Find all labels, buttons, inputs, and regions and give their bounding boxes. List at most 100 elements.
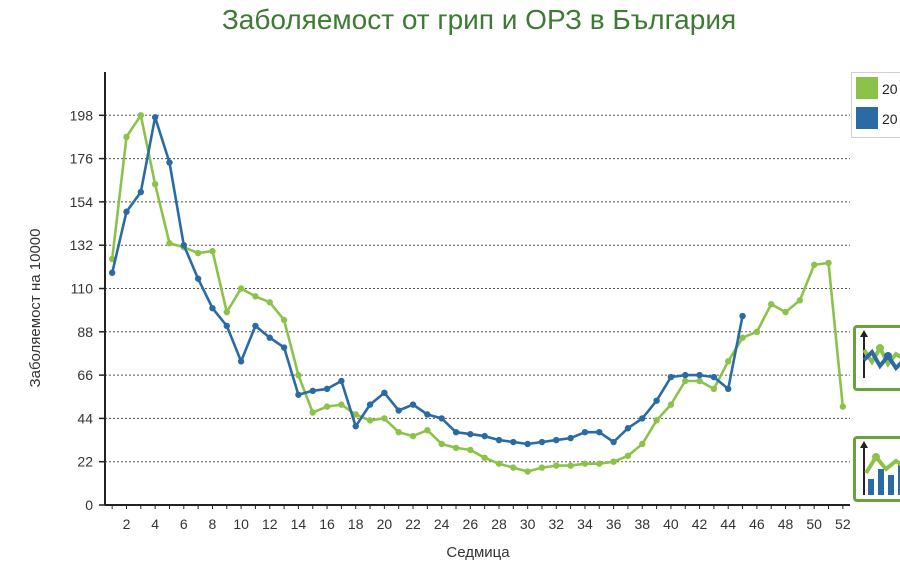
legend: 20 20: [851, 72, 900, 138]
series-1: [108, 112, 847, 475]
y-tick-label: 44: [77, 410, 93, 426]
data-point: [180, 242, 187, 249]
x-tick-label: 8: [209, 516, 217, 532]
data-point: [739, 312, 746, 320]
data-point: [409, 401, 417, 408]
data-point: [151, 180, 159, 188]
data-point: [768, 301, 775, 308]
data-point: [280, 344, 288, 351]
x-tick-label: 48: [778, 516, 794, 532]
data-point: [481, 454, 488, 461]
x-tick-label: 32: [549, 516, 565, 532]
x-tick-label: 30: [520, 516, 536, 532]
data-point: [381, 389, 388, 397]
data-point: [237, 285, 245, 292]
data-point: [352, 411, 359, 418]
data-point: [352, 423, 359, 430]
data-point: [710, 385, 718, 393]
data-point: [137, 112, 145, 119]
data-point: [123, 133, 130, 141]
x-tick-label: 26: [463, 516, 479, 532]
data-point: [782, 308, 789, 316]
bar-line-chart-button[interactable]: [853, 436, 900, 502]
data-point: [108, 269, 116, 276]
x-tick-label: 6: [180, 516, 188, 532]
data-point: [123, 208, 130, 215]
data-point: [725, 385, 732, 393]
chart-title: Заболяемост от грип и ОРЗ в България: [221, 4, 737, 35]
data-point: [424, 427, 431, 434]
data-point: [295, 391, 302, 398]
data-point: [553, 436, 560, 444]
data-point: [151, 114, 159, 121]
x-tick-label: 22: [405, 516, 421, 532]
data-point: [409, 432, 417, 440]
x-tick-label: 16: [319, 516, 335, 532]
data-point: [338, 377, 345, 385]
y-tick-labels: 0 22 44 66 88 110 132 154 176 198: [70, 107, 94, 513]
data-point: [796, 297, 804, 304]
data-point: [624, 452, 632, 459]
data-point: [667, 401, 675, 408]
data-point: [553, 462, 560, 469]
data-point: [452, 428, 460, 436]
data-point: [524, 468, 531, 475]
series-line: [110, 114, 845, 473]
y-tick-label: 198: [70, 107, 94, 123]
x-tick-label: 50: [806, 516, 822, 532]
x-tick-label: 34: [577, 516, 593, 532]
data-point: [223, 322, 230, 330]
y-tick-label: 132: [70, 237, 94, 253]
data-point: [166, 159, 173, 166]
data-point: [567, 462, 574, 469]
data-point: [323, 403, 331, 410]
data-point: [739, 334, 746, 341]
x-tick-label: 12: [262, 516, 278, 532]
line-chart-icon: [860, 330, 900, 378]
data-point: [395, 407, 402, 414]
series-line: [110, 116, 744, 446]
data-point: [338, 401, 345, 408]
x-tick-label: 40: [663, 516, 679, 532]
legend-label: 20: [882, 111, 898, 127]
x-tick-label: 14: [291, 516, 307, 532]
x-tick-label: 42: [692, 516, 708, 532]
data-point: [581, 428, 589, 436]
data-point: [810, 261, 818, 269]
data-point: [682, 371, 689, 379]
data-point: [194, 275, 202, 282]
data-point: [309, 409, 316, 416]
data-point: [395, 428, 402, 436]
legend-label: 20: [882, 81, 898, 97]
x-tick-label: 46: [749, 516, 765, 532]
data-point: [366, 417, 374, 424]
data-point: [510, 438, 517, 446]
data-point: [252, 322, 259, 330]
data-point: [596, 460, 603, 467]
data-point: [323, 385, 331, 393]
data-point: [567, 434, 574, 442]
legend-item-series-1[interactable]: 20: [856, 77, 900, 101]
data-point: [495, 460, 503, 467]
legend-swatch: [856, 77, 878, 99]
line-chart-button[interactable]: [853, 325, 900, 391]
y-tick-label: 66: [77, 367, 93, 383]
data-point: [696, 377, 703, 385]
data-point: [481, 432, 488, 440]
data-point: [725, 358, 732, 365]
legend-item-series-2[interactable]: 20: [856, 107, 900, 131]
data-point: [596, 428, 603, 436]
y-tick-label: 22: [77, 454, 93, 470]
data-point: [639, 415, 646, 422]
x-tick-label: 38: [634, 516, 650, 532]
data-point: [510, 464, 517, 471]
data-point: [252, 293, 259, 300]
x-tick-label: 4: [151, 516, 159, 532]
x-tick-label: 20: [377, 516, 393, 532]
x-tick-label: 28: [491, 516, 507, 532]
x-tick-label: 44: [720, 516, 736, 532]
x-tick-labels: 2 4 6 8 10 12 14 16 18 20 22 24 26 28 30 32 34 36 38 40 42 44…: [123, 516, 850, 532]
x-tick-label: 10: [233, 516, 249, 532]
axes: [99, 72, 850, 509]
